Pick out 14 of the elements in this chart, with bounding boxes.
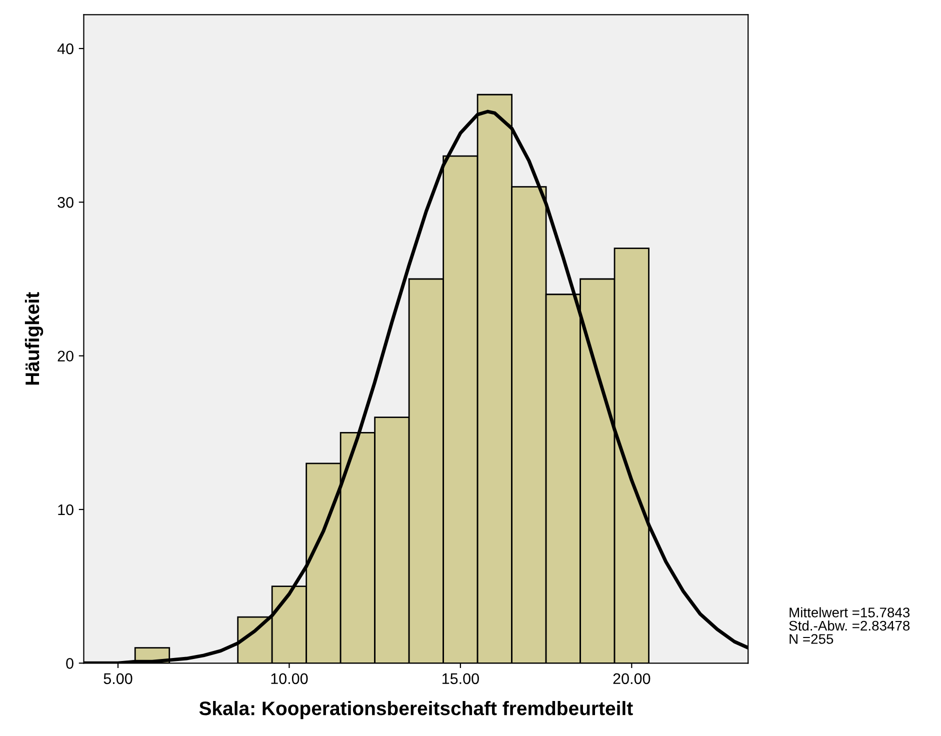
- y-tick-label: 10: [58, 504, 74, 516]
- text: N =255: [790, 634, 834, 644]
- y-axis-title: Häufigkeit: [24, 292, 44, 385]
- x-axis-title: Skala: Kooperationsbereitschaft fremdbeurteilt: [199, 700, 633, 720]
- y-tick-label: 40: [57, 43, 74, 54]
- y-tick-label: 20: [58, 350, 74, 362]
- y-tick-label: 30: [58, 197, 74, 208]
- y-tick-label: 0: [66, 658, 74, 669]
- text: Std.-Abw. =2.83478: [789, 620, 910, 631]
- x-tick-label: 10.00: [271, 673, 308, 684]
- text: Mittelwert =15.7843: [790, 607, 910, 618]
- x-tick-label: 20.00: [613, 673, 650, 684]
- x-tick-label: 15.00: [442, 673, 479, 684]
- x-tick-label: 5.00: [104, 673, 132, 684]
